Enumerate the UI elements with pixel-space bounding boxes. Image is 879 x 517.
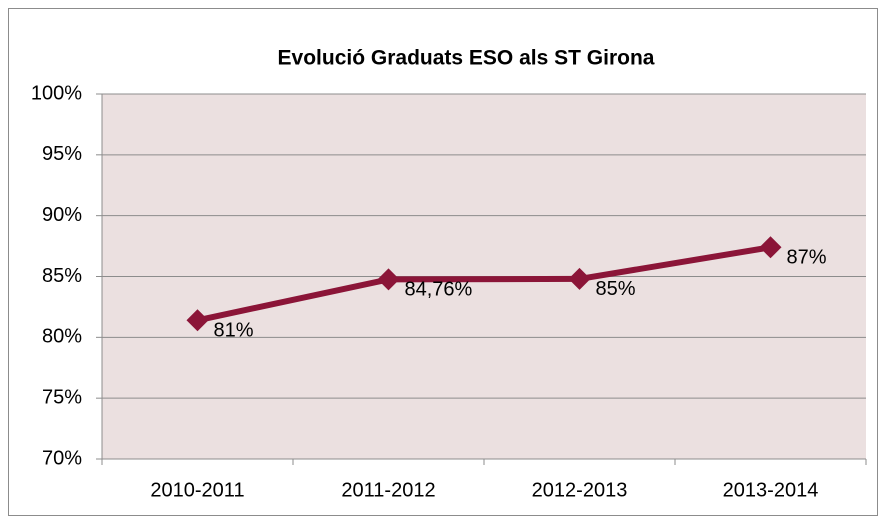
y-tick-label: 85% (42, 265, 82, 287)
data-label: 85% (596, 278, 636, 300)
data-point (759, 236, 782, 259)
x-tick-label: 2010-2011 (150, 479, 244, 501)
y-tick-label: 70% (42, 447, 82, 469)
x-tick-label: 2013-2014 (723, 479, 819, 501)
data-label: 84,76% (405, 279, 473, 301)
x-tick-label: 2011-2012 (341, 479, 435, 501)
y-tick-label: 75% (42, 386, 82, 408)
data-point (186, 309, 209, 332)
x-tick-label: 2012-2013 (532, 479, 628, 501)
y-tick-label: 80% (42, 326, 82, 348)
data-point (377, 268, 400, 291)
chart-title: Evolució Graduats ESO als ST Girona (278, 47, 655, 70)
data-line (196, 244, 771, 324)
y-tick-label: 100% (31, 82, 82, 104)
data-point (568, 267, 591, 290)
y-tick-label: 95% (42, 143, 82, 165)
y-tick-label: 90% (42, 204, 82, 226)
data-label: 81% (214, 320, 254, 342)
data-label: 87% (787, 247, 827, 269)
